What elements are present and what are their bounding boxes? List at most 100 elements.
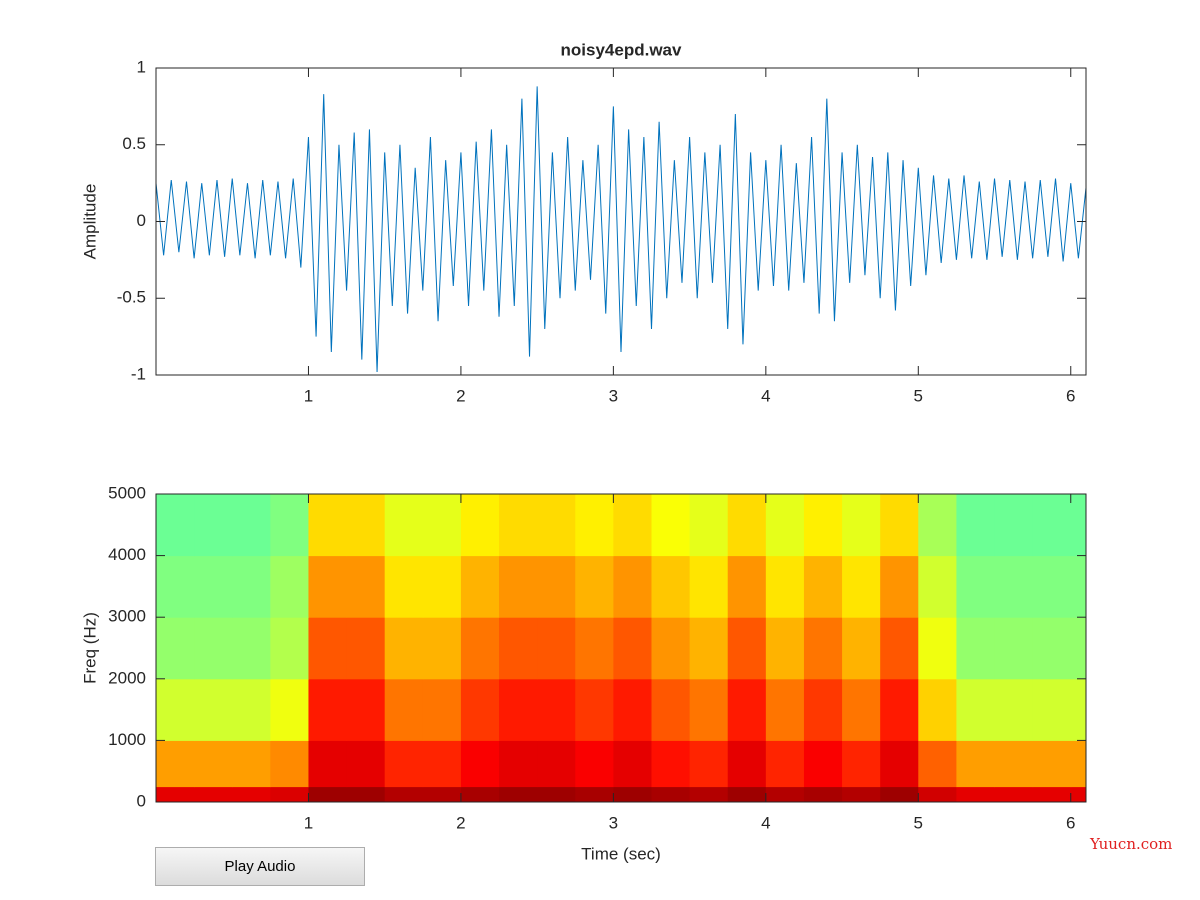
heat-cell bbox=[880, 678, 919, 741]
axes-box bbox=[155, 67, 1087, 376]
heat-cell bbox=[765, 678, 805, 741]
heat-cell bbox=[422, 740, 462, 788]
x-tick-label: 4 bbox=[761, 386, 770, 405]
heat-cell bbox=[575, 494, 614, 557]
heat-cell bbox=[765, 494, 805, 557]
heat-cell bbox=[651, 678, 691, 741]
heat-cell bbox=[194, 617, 233, 680]
heat-cell bbox=[1032, 678, 1072, 741]
heat-cell bbox=[1070, 786, 1087, 803]
heat-cell bbox=[346, 678, 386, 741]
heat-cell bbox=[842, 494, 881, 557]
heat-cell bbox=[270, 494, 309, 557]
heat-cell bbox=[575, 678, 614, 741]
heat-cell bbox=[308, 678, 348, 741]
x-tick-label: 2 bbox=[456, 386, 465, 405]
heat-cell bbox=[1032, 555, 1072, 618]
heat-cell bbox=[270, 740, 309, 788]
heat-cell bbox=[918, 555, 957, 618]
heat-cell bbox=[156, 494, 195, 557]
heat-cell bbox=[727, 678, 767, 741]
heat-cell bbox=[194, 555, 233, 618]
heat-cell bbox=[613, 740, 652, 788]
y-tick-label: 1000 bbox=[108, 730, 146, 749]
heat-cell bbox=[651, 786, 691, 803]
heat-cell bbox=[1070, 555, 1087, 618]
heat-cell bbox=[194, 494, 233, 557]
heat-cell bbox=[842, 617, 881, 680]
heat-cell bbox=[232, 494, 271, 557]
heat-cell bbox=[803, 555, 843, 618]
heat-cell bbox=[994, 740, 1034, 788]
heat-cell bbox=[346, 740, 386, 788]
x-tick-label: 1 bbox=[304, 386, 313, 405]
heat-cell bbox=[918, 786, 957, 803]
heat-cell bbox=[994, 494, 1034, 557]
heat-cell bbox=[727, 494, 767, 557]
heat-cell bbox=[613, 555, 652, 618]
y-axis-label: Amplitude bbox=[80, 184, 99, 260]
heat-cell bbox=[1070, 617, 1087, 680]
heat-cell bbox=[308, 494, 348, 557]
y-tick-label: 0 bbox=[137, 211, 146, 230]
x-tick-label: 3 bbox=[609, 386, 618, 405]
heat-cell bbox=[727, 786, 767, 803]
heat-cell bbox=[803, 617, 843, 680]
heat-cell bbox=[994, 786, 1034, 803]
heat-cell bbox=[194, 678, 233, 741]
y-tick-label: -0.5 bbox=[117, 288, 146, 307]
heat-cell bbox=[956, 786, 996, 803]
heat-cell bbox=[651, 494, 691, 557]
heat-cell bbox=[194, 740, 233, 788]
heat-cell bbox=[918, 494, 957, 557]
heat-cell bbox=[613, 786, 652, 803]
chart-title: noisy4epd.wav bbox=[561, 40, 682, 59]
heat-cell bbox=[918, 617, 957, 680]
heat-cell bbox=[384, 678, 424, 741]
heat-cell bbox=[1032, 786, 1072, 803]
y-tick-label: 4000 bbox=[108, 545, 146, 564]
x-tick-label: 6 bbox=[1066, 813, 1075, 832]
heat-cell bbox=[765, 740, 805, 788]
heat-cell bbox=[651, 740, 691, 788]
heat-cell bbox=[422, 678, 462, 741]
heat-cell bbox=[842, 786, 881, 803]
y-tick-label: 0.5 bbox=[122, 134, 146, 153]
heat-cell bbox=[994, 678, 1034, 741]
heat-cell bbox=[270, 678, 309, 741]
heat-cell bbox=[956, 494, 996, 557]
heat-cell bbox=[499, 555, 538, 618]
heat-cell bbox=[308, 740, 348, 788]
x-tick-label: 4 bbox=[761, 813, 770, 832]
heat-cell bbox=[575, 740, 614, 788]
heat-cell bbox=[194, 786, 233, 803]
heat-cell bbox=[422, 786, 462, 803]
heat-cell bbox=[880, 786, 919, 803]
heat-cell bbox=[346, 494, 386, 557]
heat-cell bbox=[499, 494, 538, 557]
x-axis-label: Time (sec) bbox=[581, 844, 661, 863]
heat-cell bbox=[422, 494, 462, 557]
heat-cell bbox=[346, 617, 386, 680]
heat-cell bbox=[156, 786, 195, 803]
y-tick-label: 5000 bbox=[108, 483, 146, 502]
heat-cell bbox=[499, 678, 538, 741]
heat-cell bbox=[765, 555, 805, 618]
heat-cell bbox=[308, 617, 348, 680]
heat-cell bbox=[1070, 494, 1087, 557]
heat-cell bbox=[499, 740, 538, 788]
play-audio-button[interactable]: Play Audio bbox=[155, 847, 365, 886]
heat-cell bbox=[651, 555, 691, 618]
heat-cell bbox=[270, 786, 309, 803]
heat-cell bbox=[880, 740, 919, 788]
y-tick-label: -1 bbox=[131, 364, 146, 383]
heat-cell bbox=[232, 678, 271, 741]
heat-cell bbox=[270, 617, 309, 680]
heat-cell bbox=[727, 555, 767, 618]
heat-cell bbox=[384, 786, 424, 803]
heat-cell bbox=[842, 555, 881, 618]
y-tick-label: 3000 bbox=[108, 607, 146, 626]
heat-cell bbox=[880, 494, 919, 557]
waveform-line bbox=[155, 86, 1087, 372]
